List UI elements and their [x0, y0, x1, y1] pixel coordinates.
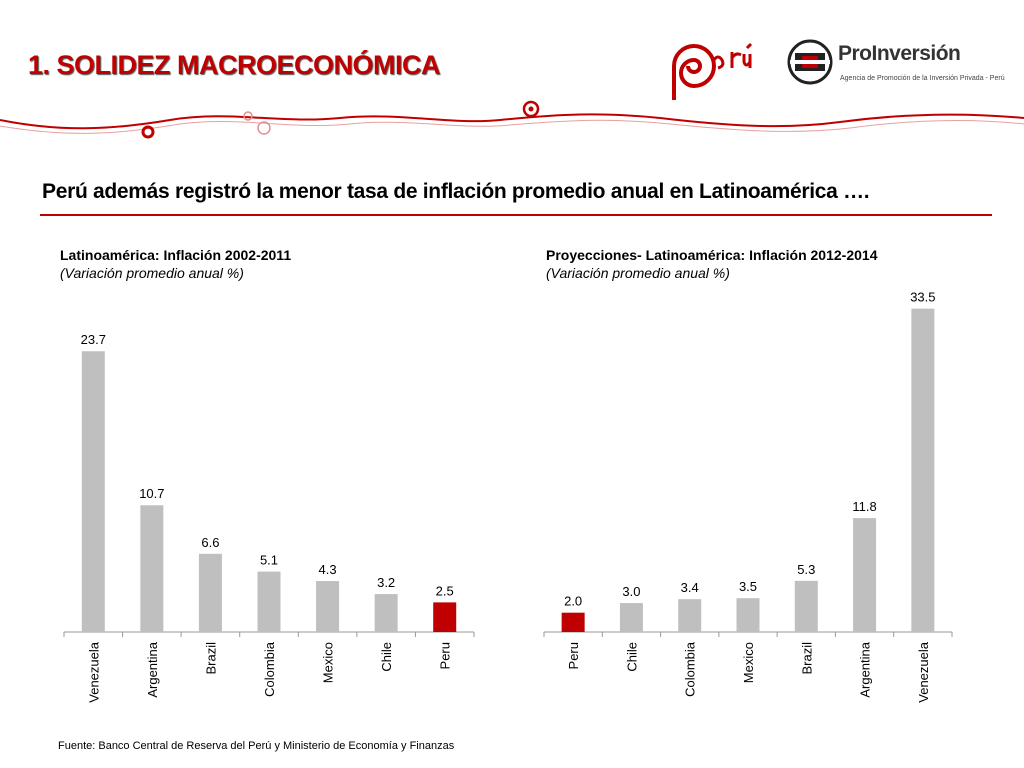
bar-mexico [736, 598, 760, 632]
data-label: 2.0 [564, 594, 582, 609]
category-label: Argentina [145, 641, 160, 697]
category-label: Mexico [741, 642, 756, 683]
data-label: 2.5 [436, 583, 454, 598]
bar-colombia [257, 571, 281, 632]
data-label: 10.7 [139, 486, 164, 501]
bar-mexico [316, 581, 340, 632]
chart1-heading: Latinoamérica: Inflación 2002-2011 (Vari… [60, 247, 291, 281]
proinversion-emblem-icon [787, 39, 833, 85]
chart2-title: Proyecciones- Latinoamérica: Inflación 2… [546, 247, 878, 263]
category-label: Mexico [321, 642, 336, 683]
swirl-circle-icon [522, 100, 540, 118]
page-title: 1. SOLIDEZ MACROECONÓMICA [28, 50, 441, 80]
data-label: 4.3 [319, 562, 337, 577]
bar-chile [619, 603, 643, 632]
data-label: 6.6 [201, 535, 219, 550]
data-label: 5.3 [797, 562, 815, 577]
chart2-subtitle: (Variación promedio anual %) [546, 265, 730, 281]
bubble-icon [243, 111, 253, 121]
swirl-dot-icon [528, 106, 534, 112]
data-label: 3.5 [739, 579, 757, 594]
data-label: 33.5 [910, 290, 935, 305]
bar-argentina [140, 505, 164, 632]
bar-peru [561, 612, 585, 632]
data-label: 3.2 [377, 575, 395, 590]
category-label: Brazil [799, 642, 814, 675]
data-label: 3.0 [622, 584, 640, 599]
source-note: Fuente: Banco Central de Reserva del Per… [58, 740, 455, 752]
category-label: Peru [566, 642, 581, 669]
bar-venezuela [911, 308, 935, 632]
data-label: 11.8 [852, 499, 876, 514]
logo-peru: Perú [652, 36, 770, 102]
category-label: Chile [379, 642, 394, 672]
headline-divider [40, 214, 992, 216]
data-label: 5.1 [260, 553, 278, 568]
bar-argentina [853, 518, 877, 632]
headline: Perú además registró la menor tasa de in… [42, 180, 870, 203]
data-label: 3.4 [681, 580, 699, 595]
data-label: 23.7 [81, 332, 106, 347]
category-label: Argentina [858, 641, 873, 697]
peru-swirl-icon [672, 42, 753, 100]
category-label: Colombia [683, 641, 698, 697]
category-label: Colombia [262, 641, 277, 697]
category-label: Peru [438, 642, 453, 669]
chart1-subtitle: (Variación promedio anual %) [60, 265, 244, 281]
bar-venezuela [81, 351, 105, 632]
bar-chile [374, 594, 398, 632]
bar-brazil [794, 580, 818, 632]
logo-proinversion-tagline: Agencia de Promoción de la Inversión Pri… [840, 75, 1005, 82]
bubble-icon [257, 121, 271, 135]
category-label: Venezuela [86, 641, 101, 702]
bar-brazil [198, 553, 222, 632]
category-label: Venezuela [916, 641, 931, 702]
logo-proinversion: ProInversión Agencia de Promoción de la … [786, 38, 1005, 88]
bar-colombia [678, 599, 702, 632]
category-label: Brazil [203, 642, 218, 675]
chart2-heading: Proyecciones- Latinoamérica: Inflación 2… [546, 247, 877, 281]
chart1-title: Latinoamérica: Inflación 2002-2011 [60, 247, 292, 263]
bar-peru [433, 602, 457, 632]
category-label: Chile [624, 642, 639, 672]
swirl-circle-icon [141, 125, 155, 139]
logo-proinversion-name: ProInversión [838, 42, 961, 65]
decorative-wave [0, 100, 1024, 139]
